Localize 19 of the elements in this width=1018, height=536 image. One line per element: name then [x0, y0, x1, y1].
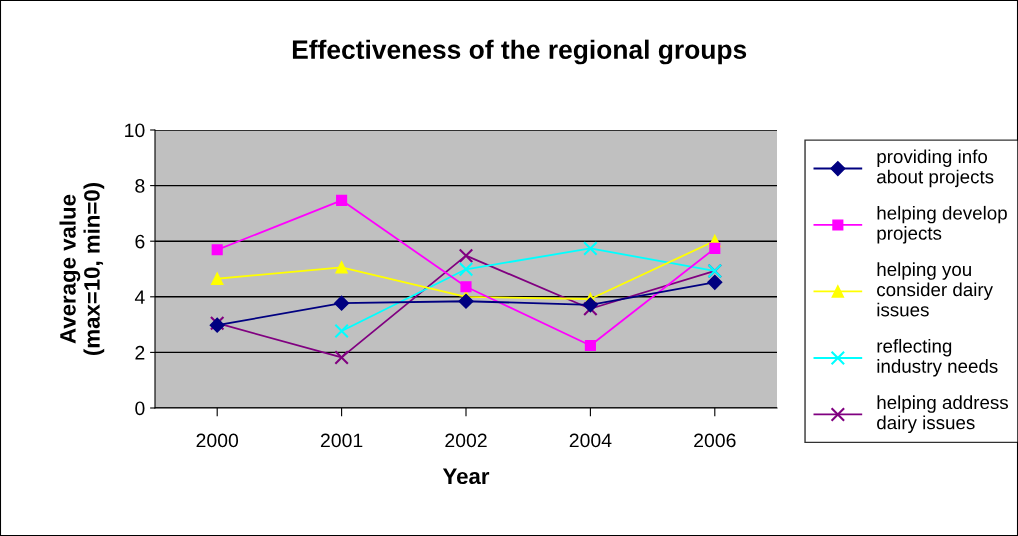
y-tick-label: 2 [135, 345, 145, 360]
x-tick-label: 2006 [694, 433, 736, 448]
legend-label: helping develop projects [877, 205, 1007, 244]
legend-label: helping you consider dairy issues [877, 262, 993, 317]
y-tick-label: 0 [135, 401, 145, 416]
y-tick-label: 8 [135, 179, 145, 193]
y-tick-label: 10 [125, 123, 145, 138]
x-tick-label: 2001 [320, 433, 363, 448]
x-tick-label: 2002 [445, 433, 487, 448]
y-axis-title: Average value (max=10, min=0) [59, 183, 105, 355]
x-tick-label: 2000 [196, 433, 239, 448]
x-axis-title: Year [442, 468, 490, 485]
y-tick-label: 6 [135, 234, 145, 249]
legend-label: reflecting industry needs [877, 338, 998, 377]
x-tick-label: 2004 [569, 433, 612, 448]
y-tick-label: 4 [134, 290, 145, 304]
legend-label: providing info about projects [877, 149, 994, 188]
legend-label: helping address dairy issues [877, 395, 1008, 434]
chart-title: Effectiveness of the regional groups [292, 39, 747, 65]
